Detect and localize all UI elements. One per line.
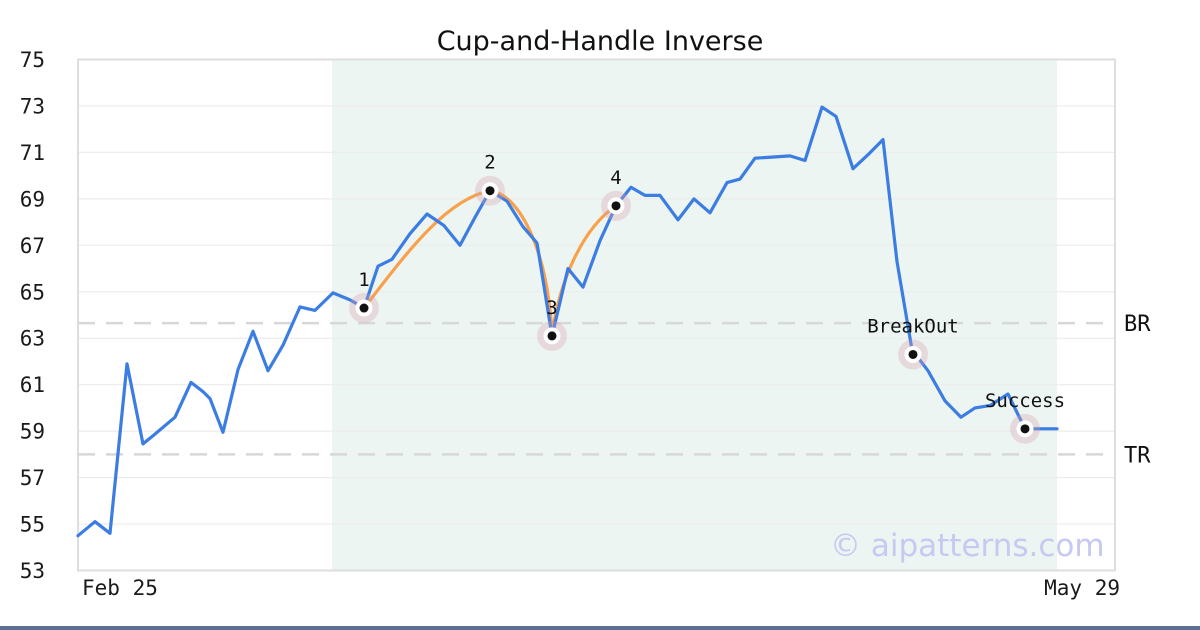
plot-area: 75 73 71 69 67 65 63 61 59 57 55 53 BR TR 1 2 3 4 BreakOut… bbox=[20, 48, 1152, 583]
pattern-curve bbox=[362, 189, 618, 337]
marker-dot-breakout bbox=[908, 349, 918, 359]
level-label-tr: TR bbox=[1124, 443, 1151, 468]
y-tick-label: 59 bbox=[20, 420, 45, 444]
marker-label-breakout: BreakOut bbox=[867, 315, 959, 337]
y-tick-label: 57 bbox=[20, 466, 45, 490]
marker-dot-3 bbox=[547, 331, 557, 341]
marker-dot-2 bbox=[485, 186, 495, 196]
marker-dot-1 bbox=[359, 303, 369, 313]
y-tick-label: 69 bbox=[20, 187, 45, 211]
marker-label-success: Success bbox=[985, 390, 1065, 412]
pattern-shade-region bbox=[332, 59, 1057, 571]
y-tick-label: 65 bbox=[20, 280, 45, 304]
marker-label-2: 2 bbox=[484, 152, 495, 174]
y-tick-label: 61 bbox=[20, 373, 45, 397]
x-axis-start-label: Feb 25 bbox=[82, 576, 158, 600]
chart-title: Cup-and-Handle Inverse bbox=[437, 26, 764, 57]
plot-frame bbox=[77, 58, 1116, 572]
marker-dot-4 bbox=[611, 201, 621, 211]
y-tick-label: 75 bbox=[20, 48, 45, 72]
marker-dot-success bbox=[1020, 424, 1030, 434]
price-line bbox=[76, 105, 1059, 538]
marker-label-4: 4 bbox=[610, 167, 621, 189]
marker-label-1: 1 bbox=[358, 269, 369, 291]
marker-label-3: 3 bbox=[546, 297, 557, 319]
y-tick-label: 67 bbox=[20, 234, 45, 258]
x-axis-end-label: May 29 bbox=[1044, 576, 1120, 600]
y-tick-label: 53 bbox=[20, 559, 45, 583]
watermark-text: © aipatterns.com bbox=[830, 528, 1105, 564]
y-tick-label: 55 bbox=[20, 513, 45, 537]
level-label-br: BR bbox=[1124, 312, 1151, 337]
y-tick-label: 71 bbox=[20, 141, 45, 165]
bottom-accent-bar bbox=[0, 626, 1200, 630]
y-tick-label: 63 bbox=[20, 327, 45, 351]
y-tick-label: 73 bbox=[20, 94, 45, 118]
